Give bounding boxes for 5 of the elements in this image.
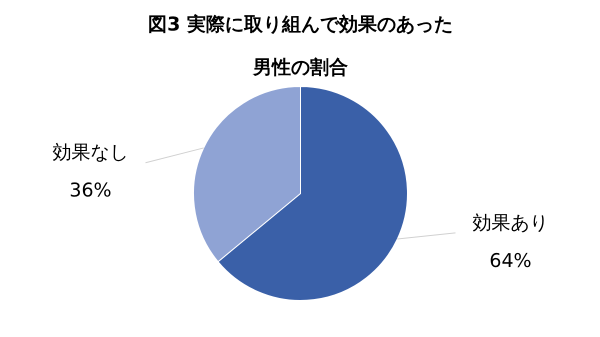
data-label: 64% <box>489 250 532 272</box>
slice-label: 効果あり <box>472 212 548 234</box>
data-label: 36% <box>69 180 112 202</box>
slice-label: 効果なし <box>52 142 128 164</box>
chart-title: 図3 実際に取り組んで効果のあった男性の割合 <box>148 14 453 78</box>
